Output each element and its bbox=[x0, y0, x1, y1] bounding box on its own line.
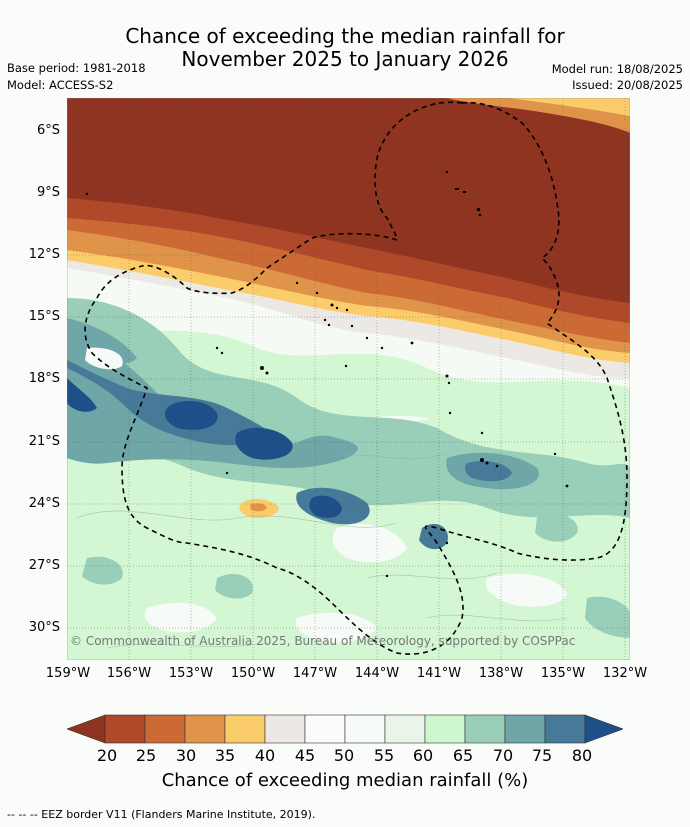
map-title-line1: Chance of exceeding the median rainfall … bbox=[125, 24, 565, 48]
colorbar-extend-high bbox=[584, 714, 623, 744]
issued-date: Issued: 20/08/2025 bbox=[572, 78, 683, 92]
model-run: Model run: 18/08/2025 bbox=[551, 62, 683, 76]
lat-label: 6°S bbox=[36, 123, 60, 138]
map-title-line2: November 2025 to January 2026 bbox=[181, 47, 509, 71]
colorbar-tick: 65 bbox=[452, 746, 474, 765]
lon-label: 141°W bbox=[416, 666, 462, 681]
lon-label: 153°W bbox=[168, 666, 214, 681]
colorbar-tick: 80 bbox=[571, 746, 593, 765]
colorbar-tick: 30 bbox=[175, 746, 197, 765]
colorbar-swatch bbox=[264, 714, 306, 744]
colorbar-tick: 25 bbox=[135, 746, 157, 765]
lat-label: 9°S bbox=[36, 185, 60, 200]
colorbar-swatch bbox=[184, 714, 226, 744]
lat-label: 21°S bbox=[28, 434, 60, 449]
colorbar-extend-low bbox=[67, 714, 106, 744]
lat-label: 27°S bbox=[28, 558, 60, 573]
lat-label: 12°S bbox=[28, 247, 60, 262]
colorbar-swatch bbox=[144, 714, 186, 744]
colorbar-swatch bbox=[464, 714, 506, 744]
colorbar-swatch bbox=[344, 714, 386, 744]
colorbar-swatch bbox=[224, 714, 266, 744]
colorbar-tick: 75 bbox=[531, 746, 553, 765]
model-name: Model: ACCESS-S2 bbox=[7, 78, 114, 92]
lon-label: 144°W bbox=[354, 666, 400, 681]
colorbar-tick: 20 bbox=[96, 746, 118, 765]
rainfall-map bbox=[67, 98, 630, 660]
lon-label: 147°W bbox=[292, 666, 338, 681]
colorbar-tick: 70 bbox=[492, 746, 514, 765]
lon-label: 159°W bbox=[45, 666, 91, 681]
colorbar-tick: 40 bbox=[254, 746, 276, 765]
lat-label: 24°S bbox=[28, 496, 60, 511]
lat-label: 30°S bbox=[28, 620, 60, 635]
colorbar-swatch bbox=[304, 714, 346, 744]
colorbar-swatch bbox=[504, 714, 546, 744]
colorbar-swatch bbox=[424, 714, 466, 744]
colorbar-tick: 55 bbox=[373, 746, 395, 765]
lon-label: 138°W bbox=[478, 666, 524, 681]
colorbar bbox=[67, 714, 623, 744]
lon-label: 135°W bbox=[540, 666, 586, 681]
lat-label: 18°S bbox=[28, 371, 60, 386]
eez-border bbox=[84, 101, 628, 655]
colorbar-swatch bbox=[384, 714, 426, 744]
lon-label: 156°W bbox=[106, 666, 152, 681]
lon-label: 132°W bbox=[602, 666, 648, 681]
colorbar-tick: 35 bbox=[214, 746, 236, 765]
copyright-notice: © Commonwealth of Australia 2025, Bureau… bbox=[70, 634, 576, 648]
colorbar-tick: 60 bbox=[412, 746, 434, 765]
colorbar-tick: 45 bbox=[294, 746, 316, 765]
colorbar-tick: 50 bbox=[333, 746, 355, 765]
eez-legend-note: -- -- -- EEZ border V11 (Flanders Marine… bbox=[7, 808, 316, 821]
colorbar-swatch bbox=[544, 714, 586, 744]
colorbar-swatch bbox=[104, 714, 146, 744]
lat-label: 15°S bbox=[28, 309, 60, 324]
lon-label: 150°W bbox=[230, 666, 276, 681]
base-period: Base period: 1981-2018 bbox=[7, 61, 146, 75]
colorbar-title: Chance of exceeding median rainfall (%) bbox=[161, 770, 529, 791]
